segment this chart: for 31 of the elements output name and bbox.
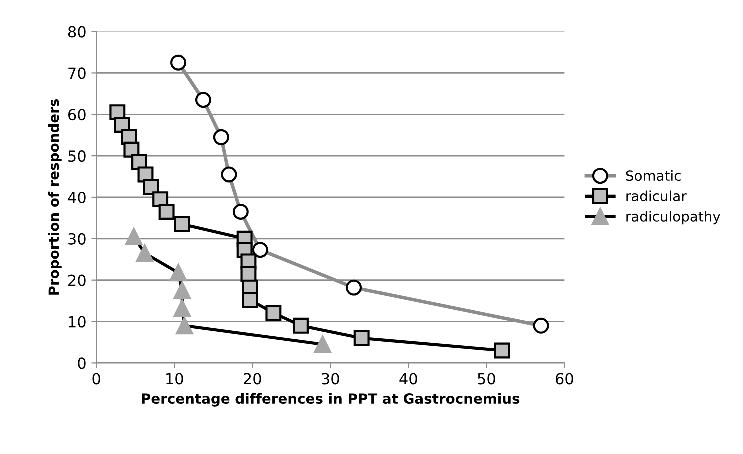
point	[494, 342, 510, 359]
y-tick-label: 20	[68, 274, 86, 286]
point	[158, 204, 175, 220]
y-tick-label: 40	[68, 192, 86, 204]
legend-label: radiculopathy	[626, 211, 721, 225]
y-tick-label: 80	[68, 26, 86, 38]
x-tick-label: 10	[166, 373, 184, 385]
legend-label: Somatic	[626, 170, 681, 182]
y-tick-label: 50	[68, 150, 86, 162]
point	[242, 292, 258, 308]
point	[240, 266, 257, 282]
y-tick-label: 60	[68, 109, 86, 121]
y-tick-label: 70	[68, 68, 86, 80]
point	[354, 330, 370, 346]
point	[124, 142, 140, 158]
legend-label: radicular	[626, 190, 687, 202]
x-axis-title: Percentage differences in PPT at Gastrocnemius	[142, 393, 520, 407]
x-tick-label: 20	[244, 373, 262, 385]
y-tick-label: 30	[68, 233, 86, 245]
x-tick-label: 40	[400, 373, 418, 385]
y-tick-label: 10	[69, 316, 86, 328]
x-tick-label: 60	[556, 373, 574, 385]
point	[174, 216, 190, 232]
x-tick-label: 0	[92, 373, 100, 385]
point	[266, 305, 282, 322]
point	[143, 179, 160, 196]
point	[293, 318, 309, 334]
x-tick-label: 30	[322, 373, 340, 385]
y-axis-title: Proportion of responders	[48, 99, 62, 295]
x-tick-label: 50	[478, 373, 496, 385]
y-tick-label: 0	[78, 358, 86, 370]
